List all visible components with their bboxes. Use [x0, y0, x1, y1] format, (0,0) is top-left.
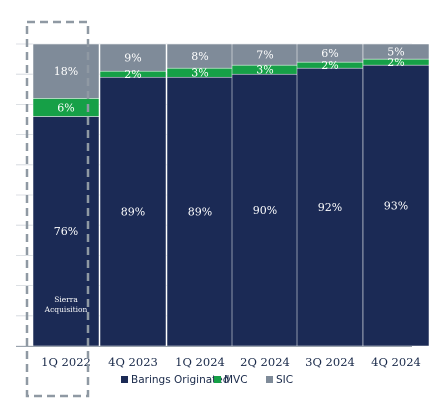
- legend-swatch: [266, 376, 273, 383]
- x-tick-labels: 1Q 2022 4Q 2023 1Q 2024 2Q 2024 3Q 2024 4Q 20…: [41, 355, 421, 369]
- legend-label: SIC: [276, 374, 293, 386]
- annotation-line: Acquisition: [44, 305, 88, 314]
- x-tick-label: 1Q 2022: [41, 355, 91, 369]
- data-label-sic: 5%: [387, 46, 404, 59]
- highlight-dashed-box: [25, 20, 90, 398]
- data-label-sic: 6%: [321, 47, 338, 60]
- data-label-mvc: 3%: [256, 64, 273, 77]
- annotation-line: Sierra: [54, 295, 78, 304]
- bar-segment-barings-originated: [99, 76, 167, 347]
- data-label-mvc: 2%: [387, 56, 404, 69]
- data-labels: 76%6%18%89%2%9%89%3%8%90%3%7%92%2%6%93%2…: [54, 46, 408, 239]
- bar-segment-barings-originated: [166, 76, 234, 347]
- data-label-barings-originated: 92%: [318, 201, 342, 214]
- data-label-barings-originated: 93%: [384, 200, 408, 213]
- data-label-mvc: 6%: [57, 101, 74, 114]
- data-label-mvc: 2%: [124, 68, 141, 81]
- bar-segment-sic: [362, 43, 430, 60]
- x-tick-label: 3Q 2024: [305, 355, 355, 369]
- data-label-barings-originated: 89%: [188, 206, 212, 219]
- bar-segment-barings-originated: [296, 67, 364, 347]
- x-tick-label: 1Q 2024: [175, 355, 225, 369]
- data-label-barings-originated: 90%: [253, 204, 277, 217]
- data-label-sic: 9%: [124, 52, 141, 65]
- data-label-sic: 7%: [256, 49, 273, 62]
- data-label-sic: 8%: [191, 50, 208, 63]
- legend-label: Barings Originated: [131, 374, 229, 386]
- legend-label: MVC: [224, 374, 248, 386]
- legend-swatch: [121, 376, 128, 383]
- x-tick-label: 4Q 2023: [108, 355, 158, 369]
- bar-segment-barings-originated: [32, 116, 100, 347]
- data-label-mvc: 3%: [191, 67, 208, 80]
- legend-swatch: [214, 376, 221, 383]
- x-tick-label: 4Q 2024: [371, 355, 421, 369]
- data-label-barings-originated: 89%: [121, 206, 145, 219]
- bars: [32, 43, 430, 347]
- bar-segment-barings-originated: [362, 64, 430, 347]
- data-label-sic: 18%: [54, 65, 78, 78]
- data-label-barings-originated: 76%: [54, 225, 78, 238]
- data-label-mvc: 2%: [321, 59, 338, 72]
- x-tick-label: 2Q 2024: [240, 355, 290, 369]
- bar-segment-sic: [166, 43, 234, 69]
- bar-segment-sic: [99, 43, 167, 72]
